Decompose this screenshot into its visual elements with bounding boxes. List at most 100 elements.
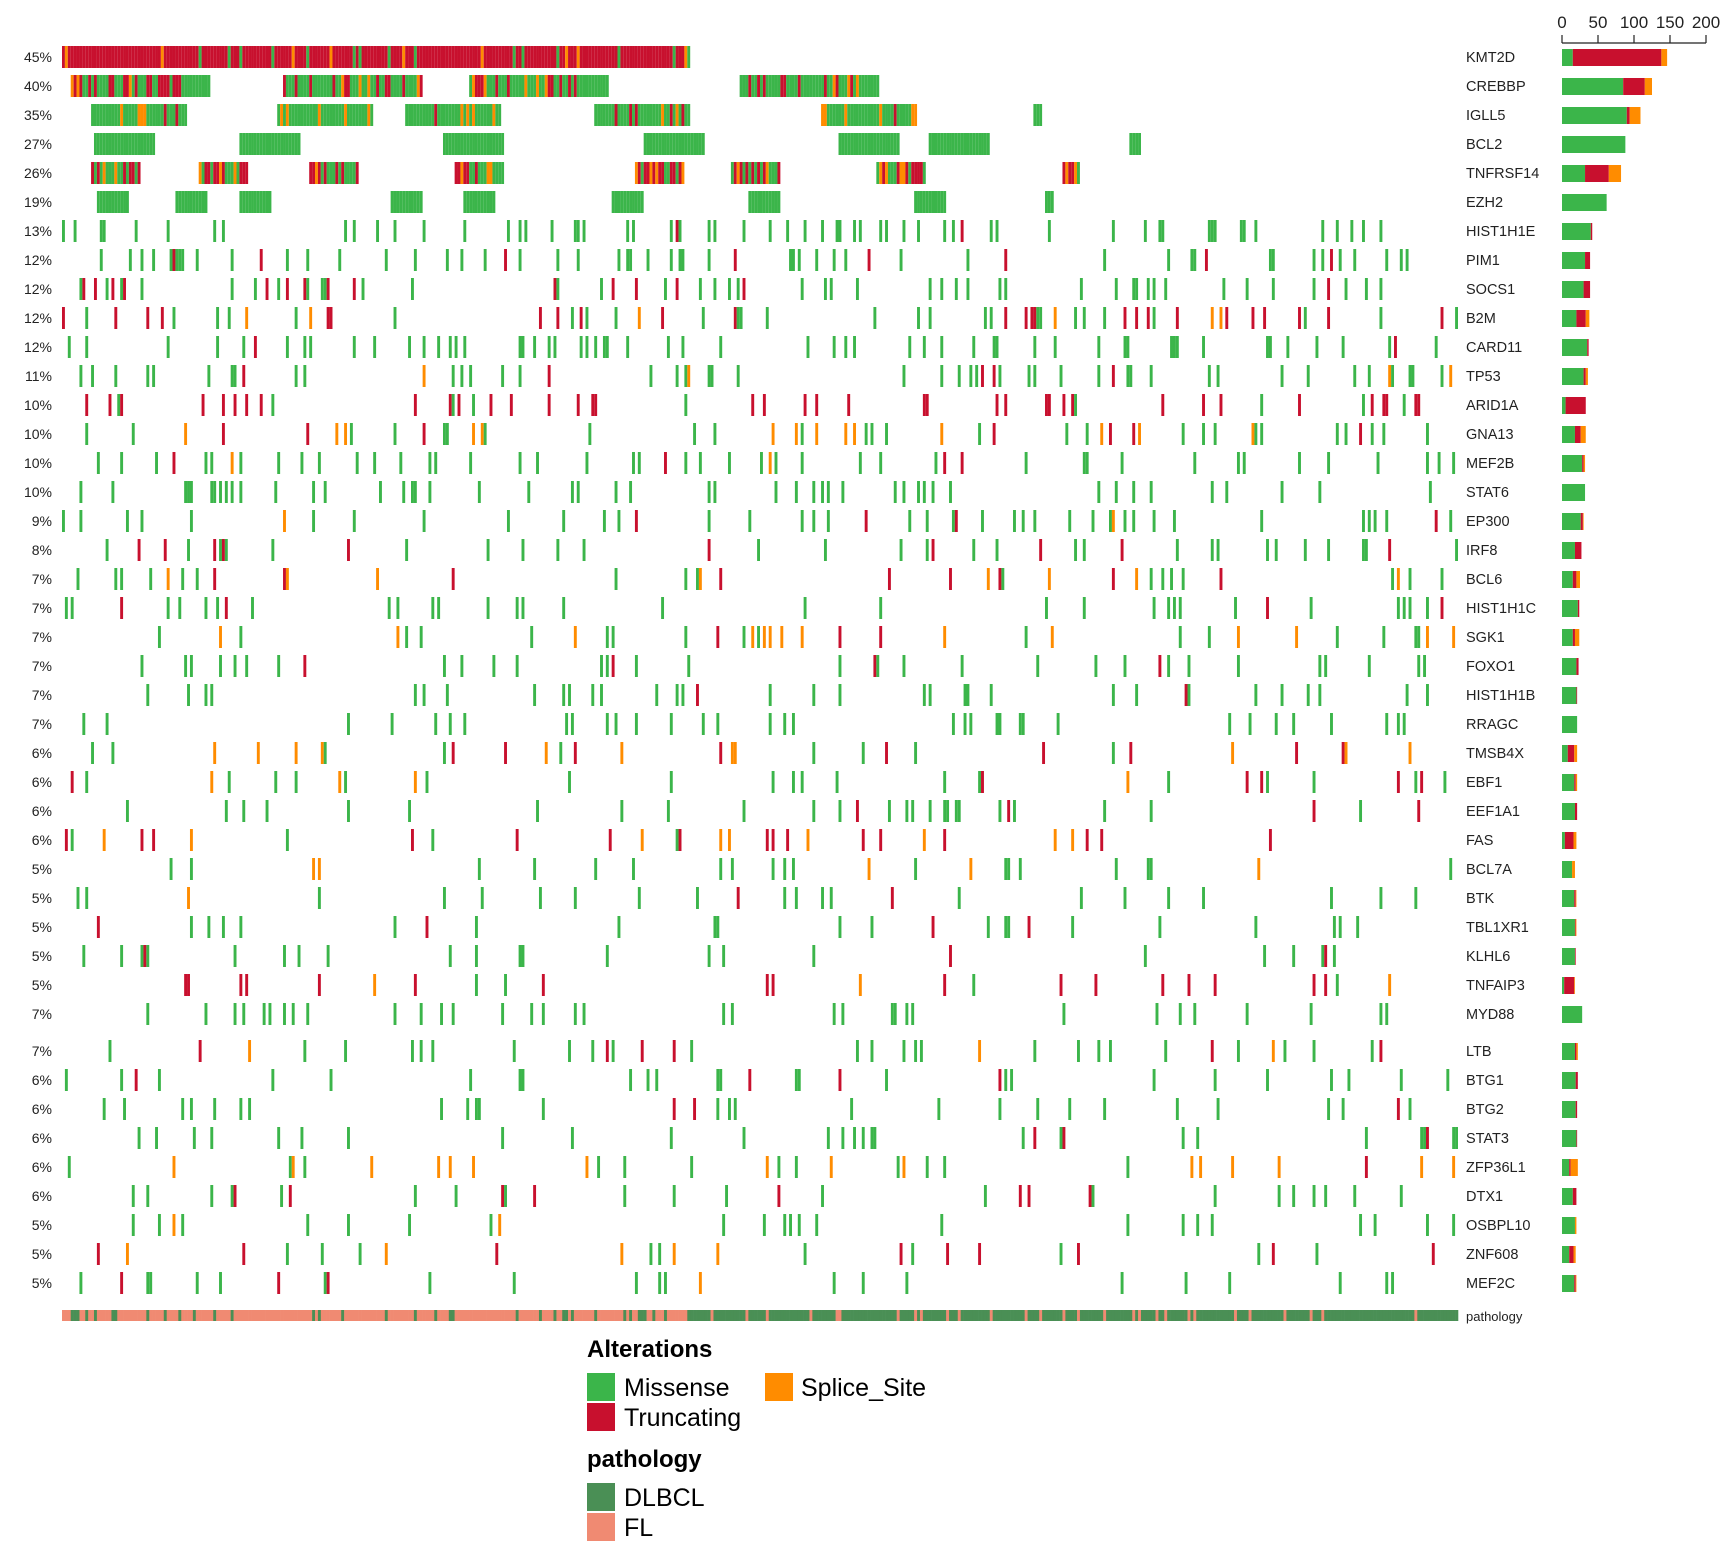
mutation-cell-kmt2d: [67, 46, 71, 68]
mutation-cell-crebbp: [396, 75, 400, 97]
pathology-cell: [757, 1310, 761, 1321]
mutation-cell-igll5: [905, 104, 909, 126]
mutation-cell-igll5: [602, 104, 606, 126]
mutation-cell-socs1: [352, 278, 356, 300]
mutation-cell-tnfrsf14: [224, 162, 228, 184]
mutation-cell-kmt2d: [341, 46, 345, 68]
mutation-cell-tnfrsf14: [91, 162, 94, 184]
mutation-cell-fas: [411, 829, 414, 851]
bar-pim1-truncating: [1585, 252, 1591, 269]
mutation-cell-ezh2: [117, 191, 121, 213]
mutation-cell-igll5: [140, 104, 144, 126]
pathology-cell: [1341, 1310, 1345, 1321]
mutation-cell-eef1a1: [1359, 800, 1363, 822]
mutation-cell-kmt2d: [317, 46, 321, 68]
mutation-cell-hist1h1b: [696, 684, 699, 706]
mutation-cell-card11: [285, 336, 289, 358]
mutation-cell-bcl2: [946, 133, 950, 155]
mutation-cell-igll5: [652, 104, 656, 126]
mutation-cell-tp53: [79, 365, 83, 387]
mutation-cell-igll5: [306, 104, 310, 126]
pathology-cell: [684, 1310, 688, 1321]
mutation-cell-hist1h1b: [812, 684, 816, 706]
mutation-cell-dtx1: [725, 1185, 729, 1207]
mutation-cell-stat3: [1062, 1127, 1066, 1149]
mutation-cell-igll5: [675, 104, 679, 126]
mutation-cell-kmt2d: [306, 46, 310, 68]
mutation-cell-irf8: [931, 539, 935, 561]
mutation-cell-btk: [1079, 887, 1083, 909]
mutation-cell-igll5: [489, 104, 493, 126]
mutation-cell-tp53: [1126, 365, 1130, 387]
mutation-cell-tnfaip3: [1161, 974, 1165, 996]
mutation-cell-socs1: [230, 278, 234, 300]
mutation-cell-igll5: [600, 104, 603, 126]
gene-label: BCL7A: [1466, 862, 1512, 878]
mutation-cell-igll5: [149, 104, 153, 126]
mutation-cell-kmt2d: [320, 46, 324, 68]
pathology-cell: [911, 1310, 915, 1321]
mutation-cell-tnfrsf14: [742, 162, 746, 184]
pathology-cell: [1140, 1310, 1145, 1321]
mutation-cell-tnfrsf14: [675, 162, 679, 184]
mutation-cell-kmt2d: [338, 46, 342, 68]
mutation-cell-ep300: [707, 510, 711, 532]
mutation-cell-card11: [253, 336, 257, 358]
mutation-cell-ezh2: [251, 191, 254, 213]
mutation-cell-kmt2d: [678, 46, 682, 68]
mutation-cell-crebbp: [315, 75, 318, 97]
mutation-cell-stat6: [949, 481, 952, 503]
mutation-cell-osbpl10: [1373, 1214, 1377, 1236]
mutation-cell-bcl2: [681, 133, 685, 155]
mutation-cell-kmt2d: [550, 46, 554, 68]
mutation-cell-mef2c: [149, 1272, 153, 1294]
mutation-cell-b2m: [983, 307, 987, 329]
mutation-cell-stat3: [277, 1127, 281, 1149]
mutation-cell-tp53: [1216, 365, 1220, 387]
pathology-cell: [219, 1310, 223, 1321]
mutation-cell-zfp36l1: [472, 1156, 475, 1178]
mutation-cell-tnfaip3: [504, 974, 507, 996]
mutation-cell-stat6: [1280, 481, 1284, 503]
mutation-cell-crebbp: [480, 75, 484, 97]
mutation-cell-kmt2d: [588, 46, 592, 68]
mutation-cell-ltb: [1271, 1040, 1275, 1062]
mutation-cell-hist1h1e: [352, 220, 356, 242]
mutation-cell-myd88: [541, 1003, 545, 1025]
mutation-cell-hist1h1c: [486, 597, 490, 619]
mutation-cell-hist1h1e: [678, 220, 682, 242]
mutation-cell-pim1: [99, 249, 103, 271]
pathology-cell: [317, 1310, 322, 1321]
mutation-cell-igll5: [649, 104, 653, 126]
gene-label: STAT3: [1466, 1131, 1509, 1147]
mutation-cell-b2m: [114, 307, 118, 329]
mutation-cell-tnfrsf14: [652, 162, 656, 184]
bar-zfp36l1-missense: [1562, 1159, 1570, 1176]
mutation-cell-arid1a: [1385, 394, 1389, 416]
mutation-cell-rragc: [1385, 713, 1389, 735]
pathology-cell: [675, 1310, 679, 1321]
mutation-cell-zfp36l1: [943, 1156, 947, 1178]
mutation-cell-gna13: [693, 423, 697, 445]
mutation-cell-foxo1: [442, 655, 446, 677]
mutation-cell-crebbp: [408, 75, 411, 97]
pathology-cell: [332, 1310, 336, 1321]
mutation-cell-dtx1: [777, 1185, 781, 1207]
mutation-cell-fas: [786, 829, 790, 851]
mutation-cell-crebbp: [579, 75, 583, 97]
mutation-cell-mef2b: [760, 452, 763, 474]
mutation-cell-ebf1: [1245, 771, 1249, 793]
mutation-cell-tnfrsf14: [733, 162, 737, 184]
gene-label: TP53: [1466, 369, 1501, 385]
mutation-cell-igll5: [416, 104, 420, 126]
mutation-cell-hist1h1e: [669, 220, 673, 242]
mutation-cell-crebbp: [294, 75, 298, 97]
mutation-cell-card11: [1170, 336, 1173, 358]
mutation-cell-igll5: [684, 104, 688, 126]
mutation-cell-tmsb4x: [1341, 742, 1345, 764]
mutation-cell-kmt2d: [515, 46, 519, 68]
pathology-cell: [501, 1310, 505, 1321]
mutation-cell-igll5: [338, 104, 342, 126]
mutation-cell-igll5: [853, 104, 856, 126]
mutation-cell-ebf1: [85, 771, 89, 793]
